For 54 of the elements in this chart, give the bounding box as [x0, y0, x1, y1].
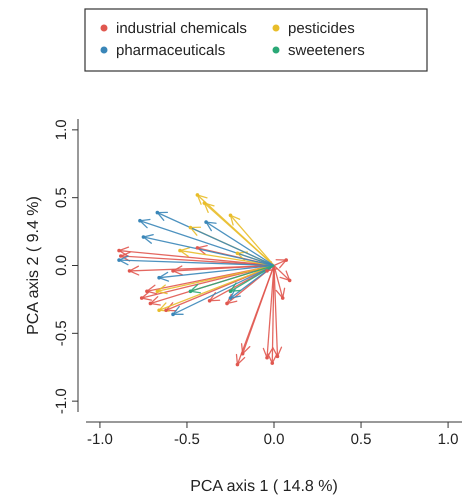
point	[188, 289, 192, 294]
y-tick-label: 1.0	[53, 119, 70, 140]
point	[128, 269, 132, 273]
legend-label: pesticides	[288, 20, 355, 37]
x-tick-label: 0.5	[350, 431, 372, 448]
y-tick-label: -1.0	[53, 388, 70, 414]
point	[119, 254, 123, 258]
point	[164, 308, 168, 312]
point	[265, 269, 269, 273]
point	[140, 296, 144, 300]
legend-label: sweeteners	[288, 42, 365, 59]
point	[157, 308, 161, 312]
point	[280, 296, 285, 300]
x-tick-label: -0.5	[174, 431, 200, 448]
point	[202, 201, 206, 205]
x-tick-label: 0.0	[264, 431, 284, 448]
point	[228, 289, 232, 294]
point	[276, 354, 280, 358]
point	[188, 226, 192, 230]
point	[157, 276, 161, 280]
point	[196, 193, 200, 197]
legend-label: pharmaceuticals	[116, 42, 226, 59]
x-tick-label: -1.0	[86, 431, 113, 448]
x-tick-label: 1.0	[438, 431, 459, 448]
point	[117, 258, 121, 262]
point	[288, 278, 292, 282]
y-tick-label: 0.5	[53, 187, 70, 208]
point	[284, 258, 288, 262]
point	[196, 246, 200, 250]
point	[228, 214, 232, 218]
point	[178, 248, 182, 252]
point	[138, 218, 142, 223]
point	[204, 220, 208, 224]
point	[156, 289, 160, 294]
point	[236, 362, 240, 366]
point	[265, 356, 269, 360]
y-tick-label: 0.0	[53, 255, 70, 276]
point	[228, 296, 232, 300]
point	[156, 210, 160, 214]
point	[208, 298, 212, 303]
y-tick-label: -0.5	[53, 320, 70, 346]
x-axis-title: PCA axis 1 ( 14.8 %)	[190, 478, 338, 495]
point	[117, 248, 121, 252]
y-axis-title: PCA axis 2 ( 9.4 %)	[25, 196, 42, 335]
point	[171, 269, 175, 273]
point	[148, 302, 152, 306]
point	[270, 361, 274, 365]
point	[240, 352, 244, 356]
point	[225, 302, 229, 306]
point	[142, 235, 146, 239]
point	[236, 251, 240, 256]
point	[171, 312, 175, 316]
point	[145, 289, 149, 294]
legend-label: industrial chemicals	[116, 20, 247, 37]
